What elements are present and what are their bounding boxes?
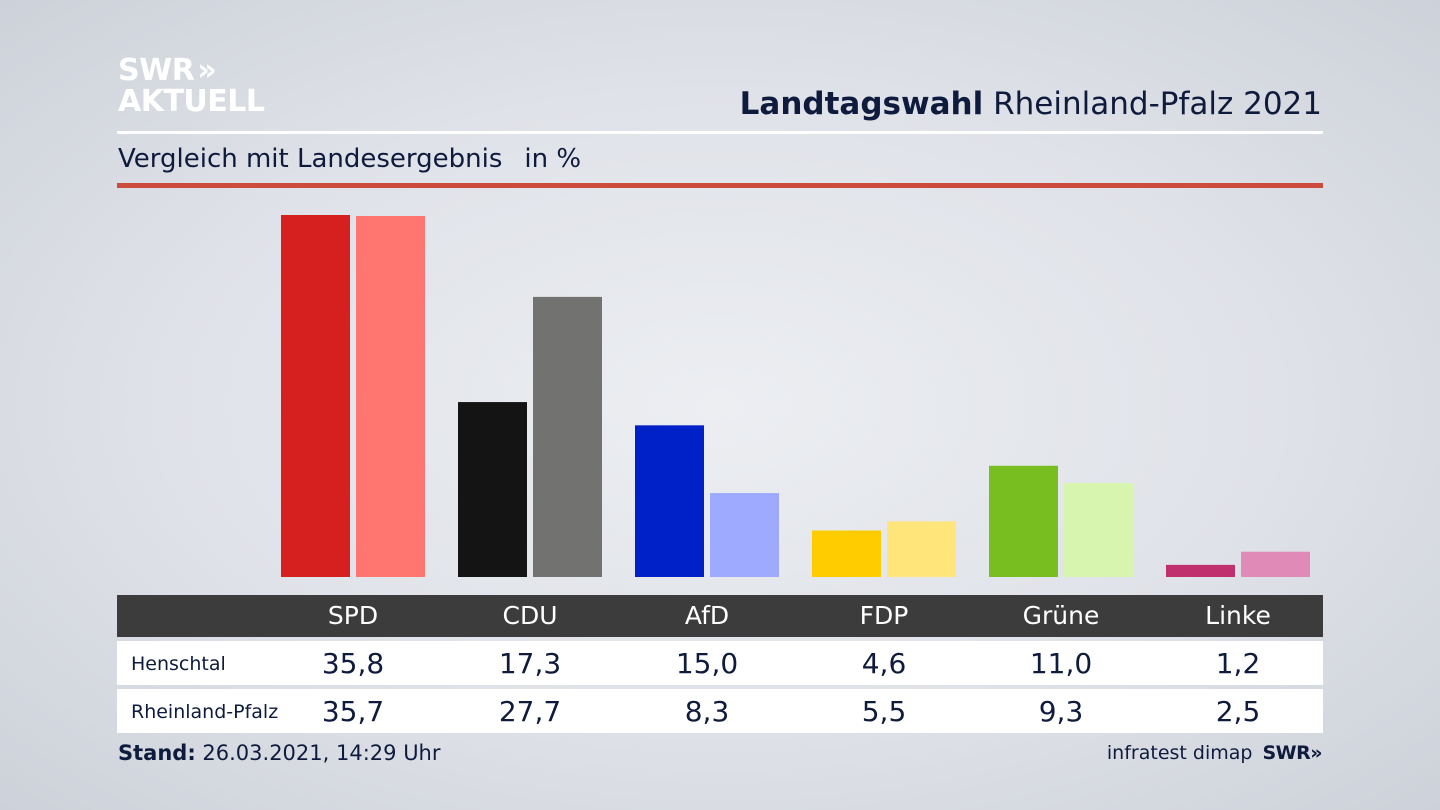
value-cell: 15,0: [675, 647, 739, 680]
value-cell: 9,3: [1038, 695, 1084, 728]
bar-linke-series-0: [1166, 564, 1235, 577]
value-cell: 35,8: [321, 647, 385, 680]
unit-label: in %: [524, 144, 582, 174]
category-label: Linke: [1205, 601, 1271, 630]
bar-fdp-series-0: [812, 530, 881, 577]
category-label: Grüne: [1022, 601, 1100, 630]
category-label: FDP: [859, 601, 909, 630]
category-label: AfD: [684, 601, 730, 630]
value-cell: 8,3: [684, 695, 730, 728]
value-cell: 1,2: [1215, 647, 1261, 680]
bar-gruene-series-0: [989, 465, 1058, 577]
logo-line-2: AKTUELL: [118, 84, 265, 119]
title-rest: Rheinland-Pfalz 2021: [993, 86, 1322, 122]
source-credit: infratest dimap SWR»: [1106, 742, 1323, 764]
bar-linke-series-1: [1241, 551, 1310, 577]
category-label: SPD: [327, 601, 379, 630]
row-label: Rheinland-Pfalz: [131, 701, 279, 723]
bar-cdu-series-1: [533, 296, 602, 577]
value-cell: 35,7: [321, 695, 385, 728]
value-cell: 11,0: [1029, 647, 1093, 680]
table-row-henschtal: Henschtal 35,8 17,3 15,0 4,6 11,0 1,2: [117, 641, 1323, 685]
divider-red: [117, 183, 1323, 188]
bar-fdp-series-1: [887, 521, 956, 577]
swr-aktuell-logo: SWR» AKTUELL: [118, 55, 265, 117]
results-table: SPD CDU AfD FDP Grüne Linke Henschtal 35,8 17,…: [117, 595, 1323, 733]
timestamp: Stand: 26.03.2021, 14:29 Uhr: [118, 741, 441, 765]
bar-spd-series-0: [281, 215, 350, 577]
stand-label: Stand:: [118, 741, 196, 765]
bar-cdu-series-0: [458, 402, 527, 577]
value-cell: 4,6: [861, 647, 907, 680]
category-label: CDU: [502, 601, 558, 630]
row-label: Henschtal: [131, 653, 226, 675]
bar-afd-series-1: [710, 493, 779, 577]
value-cell: 27,7: [498, 695, 562, 728]
value-cell: 5,5: [861, 695, 907, 728]
bar-afd-series-0: [635, 425, 704, 577]
page-title: Landtagswahl Rheinland-Pfalz 2021: [740, 86, 1322, 122]
source-text: infratest dimap: [1106, 742, 1253, 764]
bar-gruene-series-1: [1064, 482, 1133, 577]
value-cell: 17,3: [498, 647, 562, 680]
swr-footer-logo: SWR»: [1262, 742, 1322, 764]
stand-value: 26.03.2021, 14:29 Uhr: [202, 741, 441, 765]
chart-subtitle: Vergleich mit Landesergebnis in %: [118, 144, 581, 174]
value-cell: 2,5: [1215, 695, 1261, 728]
bar-spd-series-1: [356, 216, 425, 577]
title-bold: Landtagswahl: [739, 86, 984, 122]
subtitle-text: Vergleich mit Landesergebnis: [118, 144, 503, 174]
table-row-rheinland-pfalz: Rheinland-Pfalz 35,7 27,7 8,3 5,5 9,3 2,5: [117, 689, 1323, 733]
logo-line-1: SWR»: [118, 53, 217, 88]
table-header: SPD CDU AfD FDP Grüne Linke: [117, 595, 1323, 637]
divider-white: [117, 131, 1323, 134]
